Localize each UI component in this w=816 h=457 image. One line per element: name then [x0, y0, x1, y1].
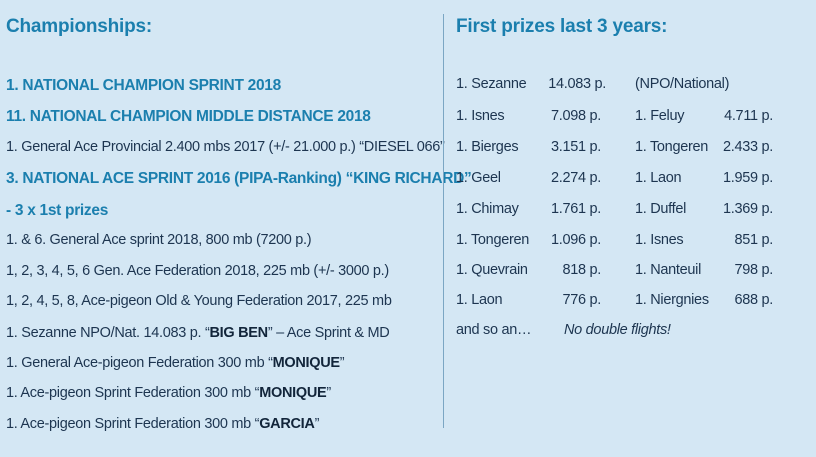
prize-place: 1. Duffel [635, 201, 687, 217]
line-text: 1. Ace-pigeon Sprint Federation 300 mb “ [6, 416, 260, 432]
championship-line: 1. General Ace Provincial 2.400 mbs 2017… [6, 139, 445, 155]
prize-count: 818 p. [562, 262, 601, 278]
championship-line: - 3 x 1st prizes [6, 202, 109, 219]
prize-count: 14.083 p. [548, 76, 606, 92]
prize-place: 1. Niergnies [635, 292, 709, 308]
prize-place: 1. Laon [456, 292, 503, 308]
prize-place: 1. Isnes [456, 108, 505, 124]
prize-count: 776 p. [562, 292, 601, 308]
prize-place: 1. Geel [456, 170, 501, 186]
championships-heading: Championships: [6, 16, 153, 37]
prize-place: 1. Laon [635, 170, 682, 186]
prize-place: 1. Tongeren [456, 232, 530, 248]
championship-line: 11. NATIONAL CHAMPION MIDDLE DISTANCE 20… [6, 108, 371, 125]
championship-line: 1, 2, 4, 5, 8, Ace-pigeon Old & Young Fe… [6, 293, 392, 309]
line-text: ” [314, 416, 320, 432]
championship-line: 3. NATIONAL ACE SPRINT 2016 (PIPA-Rankin… [6, 170, 472, 187]
pigeon-name: MONIQUE [272, 355, 340, 371]
championship-line: 1, 2, 3, 4, 5, 6 Gen. Ace Federation 201… [6, 263, 389, 279]
prize-place: 1. Nanteuil [635, 262, 702, 278]
prize-place: (NPO/National) [635, 76, 730, 92]
pigeon-name: MONIQUE [259, 385, 327, 401]
prize-place: 1. Bierges [456, 139, 519, 155]
prize-place: 1. Feluy [635, 108, 685, 124]
footer-no-double-flights: No double flights! [564, 322, 671, 338]
pigeon-name: GARCIA [259, 416, 315, 432]
prize-count: 851 p. [734, 232, 773, 248]
line-text: ” [339, 355, 345, 371]
championship-line: 1. NATIONAL CHAMPION SPRINT 2018 [6, 77, 281, 94]
championship-line: 1. & 6. General Ace sprint 2018, 800 mb … [6, 232, 312, 248]
championship-line: 1. General Ace-pigeon Federation 300 mb … [6, 355, 345, 371]
championship-line: 1. Ace-pigeon Sprint Federation 300 mb “… [6, 416, 319, 432]
prize-place: 1. Chimay [456, 201, 519, 217]
line-text: 1. General Ace-pigeon Federation 300 mb … [6, 355, 273, 371]
line-text: 1. Sezanne NPO/Nat. 14.083 p. “ [6, 325, 210, 341]
line-text: ” [326, 385, 331, 401]
column-divider [443, 14, 444, 428]
footer-and-so-on: and so an… [456, 322, 532, 338]
prize-count: 798 p. [734, 262, 773, 278]
prize-count: 1.761 p. [550, 201, 601, 217]
prize-count: 4.711 p. [724, 108, 773, 124]
prize-count: 3.151 p. [550, 139, 601, 155]
prize-place: 1. Sezanne [456, 76, 527, 92]
prize-count: 2.433 p. [722, 139, 773, 155]
prize-count: 2.274 p. [550, 170, 601, 186]
prize-place: 1. Tongeren [635, 139, 709, 155]
championship-line: 1. Ace-pigeon Sprint Federation 300 mb “… [6, 385, 331, 401]
prize-place: 1. Isnes [635, 232, 684, 248]
prize-count: 1.369 p. [722, 201, 773, 217]
prize-count: 7.098 p. [550, 108, 601, 124]
first-prizes-heading: First prizes last 3 years: [456, 16, 668, 37]
prize-count: 1.096 p. [550, 232, 601, 248]
pigeon-name: BIG BEN [209, 325, 269, 341]
championship-line: 1. Sezanne NPO/Nat. 14.083 p. “BIG BEN” … [6, 325, 390, 341]
line-text: ” – Ace Sprint & MD [267, 325, 390, 341]
prize-count: 1.959 p. [722, 170, 773, 186]
prize-place: 1. Quevrain [456, 262, 528, 278]
line-text: 1. Ace-pigeon Sprint Federation 300 mb “ [6, 385, 260, 401]
prize-count: 688 p. [734, 292, 773, 308]
